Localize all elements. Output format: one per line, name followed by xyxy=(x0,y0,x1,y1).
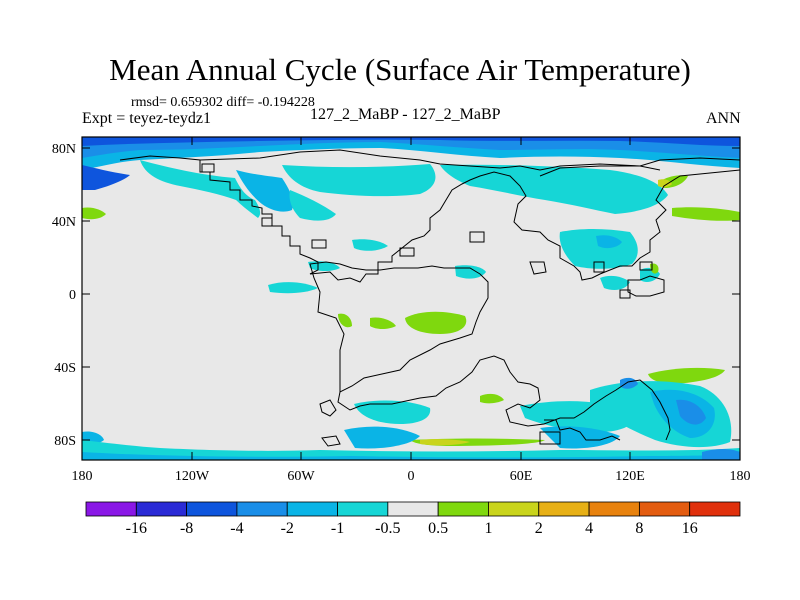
colorbar-level-label: -8 xyxy=(180,520,193,537)
colorbar-level-label: 2 xyxy=(535,520,543,537)
colorbar-level-label: 0.5 xyxy=(428,520,448,537)
colorbar-swatch xyxy=(588,501,640,517)
antarctic-coast-lightblue xyxy=(82,452,740,460)
colorbar-swatch xyxy=(538,501,590,517)
atlantic-green xyxy=(370,317,396,329)
natl-cyan xyxy=(289,190,336,221)
lon-label-180w: 180 xyxy=(72,469,93,484)
lon-ticks xyxy=(191,137,631,460)
npac-green xyxy=(82,207,106,220)
antarctic-coast-cyan xyxy=(82,440,740,460)
lon-label-180e: 180 xyxy=(730,469,751,484)
colorbar-level-label: 16 xyxy=(682,520,698,537)
antarctic-yellow xyxy=(420,439,470,446)
lat-label-0: 0 xyxy=(69,288,76,303)
colorbar-swatch xyxy=(236,501,288,517)
colorbar-swatch xyxy=(135,501,188,517)
lat-label-80s: 80S xyxy=(54,434,76,449)
satl-cyan xyxy=(354,400,431,424)
coastlines xyxy=(119,149,740,447)
lon-label-60w: 60W xyxy=(287,469,315,484)
lat-ticks xyxy=(82,147,740,441)
comparison-label: 127_2_MaBP - 127_2_MaBP xyxy=(310,106,501,123)
colorbar-swatch xyxy=(488,501,540,517)
brazil-green xyxy=(338,313,352,328)
africa-green xyxy=(405,311,467,334)
lat-label-40s: 40S xyxy=(54,361,76,376)
nmid-cyan xyxy=(282,164,436,197)
nam-lightblue xyxy=(236,170,293,212)
experiment-label: Expt = teyez-teydz1 xyxy=(82,110,211,127)
colorbar-swatch xyxy=(337,501,389,517)
lat-label-40n: 40N xyxy=(52,215,76,230)
colorbar-level-label: -2 xyxy=(281,520,294,537)
westpac-blue xyxy=(82,165,130,190)
kamchatka-yellow xyxy=(658,179,672,188)
colorbar-level-label: 8 xyxy=(635,520,643,537)
plot-title: Mean Annual Cycle (Surface Air Temperatu… xyxy=(109,52,691,87)
soind-green xyxy=(480,393,504,404)
arctic-blue xyxy=(82,137,740,146)
colorbar-level-label: 4 xyxy=(585,520,593,537)
nwpac-green xyxy=(672,207,740,221)
colorbar-swatch xyxy=(186,501,238,517)
lon-label-120w: 120W xyxy=(175,469,210,484)
lon-label-120e: 120E xyxy=(615,469,645,484)
lon-labels: 180 120W 60W 0 60E 120E 180 xyxy=(72,469,751,484)
mediterranean-cyan xyxy=(352,239,388,251)
colorbar-level-label: -0.5 xyxy=(375,520,400,537)
colorbar-level-label: -16 xyxy=(126,520,147,537)
eurasia-cyan xyxy=(440,164,668,214)
colorbar-labels: -16 -8 -4 -2 -1 -0.5 0.5 1 2 4 8 16 xyxy=(126,520,698,537)
easia-lightblue xyxy=(596,235,622,249)
tasman-green xyxy=(648,367,725,384)
map-field xyxy=(82,137,740,460)
aus-sector-midblue xyxy=(676,399,706,425)
arctic-midblue xyxy=(82,137,740,158)
weddell-lightblue xyxy=(344,426,420,449)
arabia-cyan xyxy=(455,265,486,279)
colorbar-level-label: -1 xyxy=(331,520,344,537)
colorbar-swatch xyxy=(85,501,137,517)
colorbar-swatch xyxy=(387,501,439,517)
rmsd-diff-stats: rmsd= 0.659302 diff= -0.194228 xyxy=(131,95,315,110)
colorbar-swatch xyxy=(286,501,338,517)
sea-cyan xyxy=(600,275,630,290)
colorbar-swatch xyxy=(437,501,489,517)
colorbar-level-label: -4 xyxy=(230,520,243,537)
lat-label-80n: 80N xyxy=(52,142,76,157)
lon-label-0: 0 xyxy=(408,469,415,484)
colorbar-swatch xyxy=(689,501,741,517)
lat-labels: 80N 40N 0 40S 80S xyxy=(52,142,76,449)
colorbar-swatch xyxy=(638,501,691,517)
season-label: ANN xyxy=(706,110,741,127)
colorbar-level-label: 1 xyxy=(484,520,492,537)
lon-label-60e: 60E xyxy=(510,469,533,484)
easia-cyan xyxy=(559,229,638,269)
eqpac-cyan xyxy=(268,282,318,294)
antarctic-coast-midblue xyxy=(702,449,740,460)
nam-cyan xyxy=(140,160,261,218)
colorbar xyxy=(85,501,741,517)
